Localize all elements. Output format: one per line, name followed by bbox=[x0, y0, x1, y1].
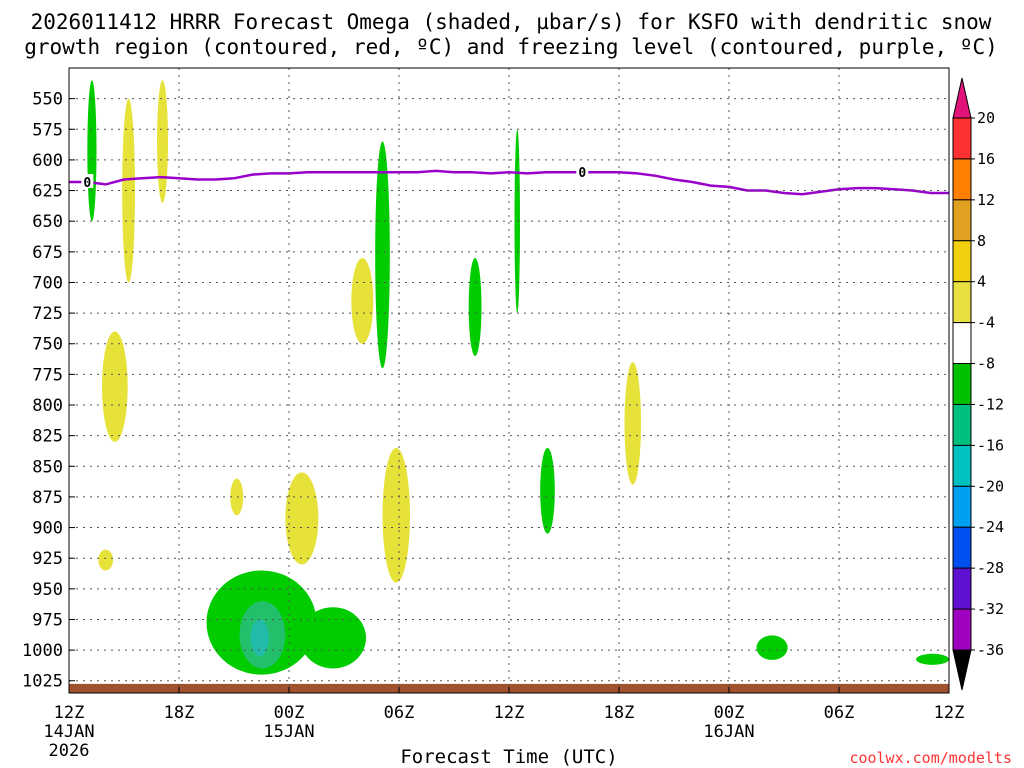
y-tick-label-575: 575 bbox=[32, 120, 63, 140]
freezing-label-bg bbox=[576, 164, 589, 179]
x-tick-label-36: 00Z bbox=[714, 703, 745, 723]
plot-frame bbox=[68, 67, 950, 694]
colorbar-label: -36 bbox=[977, 641, 1004, 659]
colorbar-label: 8 bbox=[977, 232, 986, 250]
y-tick-label-950: 950 bbox=[32, 580, 63, 600]
omega-region-5 bbox=[230, 478, 244, 516]
colorbar-label: -28 bbox=[977, 559, 1004, 577]
colorbar-segment-8 bbox=[952, 444, 972, 487]
y-tick-label-1025: 1025 bbox=[22, 672, 63, 692]
colorbar-segment-4 bbox=[952, 281, 972, 324]
omega-region-2 bbox=[157, 80, 168, 203]
colorbar-bottom-arrow bbox=[952, 649, 972, 691]
omega-region-10 bbox=[468, 257, 482, 356]
y-tick-label-800: 800 bbox=[32, 396, 63, 416]
omega-region-11 bbox=[624, 362, 641, 485]
y-tick-label-750: 750 bbox=[32, 335, 63, 355]
omega-region-18 bbox=[756, 635, 788, 660]
colorbar-segment-5 bbox=[952, 322, 972, 365]
plot-area: 00 bbox=[69, 68, 949, 693]
colorbar-segment-3 bbox=[952, 240, 972, 283]
omega-region-9 bbox=[375, 141, 390, 369]
plot-background bbox=[69, 68, 949, 693]
colorbar-label: 20 bbox=[977, 109, 995, 127]
omega-region-3 bbox=[102, 331, 128, 442]
y-tick-label-1000: 1000 bbox=[22, 641, 63, 661]
x-tick-year-0: 2026 bbox=[49, 741, 90, 761]
x-tick-label-12: 00Z bbox=[274, 703, 305, 723]
colorbar-segment-1 bbox=[952, 158, 972, 201]
x-tick-label-30: 18Z bbox=[604, 703, 635, 723]
colorbar-label: -32 bbox=[977, 600, 1004, 618]
colorbar-label: -24 bbox=[977, 518, 1004, 536]
colorbar-segment-12 bbox=[952, 608, 972, 651]
omega-region-16 bbox=[250, 619, 269, 657]
colorbar-label: -12 bbox=[977, 395, 1004, 413]
y-tick-label-700: 700 bbox=[32, 273, 63, 293]
colorbar-label: 16 bbox=[977, 150, 995, 168]
omega-region-19 bbox=[916, 653, 949, 665]
y-tick-label-775: 775 bbox=[32, 365, 63, 385]
colorbar-label: -4 bbox=[977, 314, 995, 332]
colorbar-segment-2 bbox=[952, 199, 972, 242]
axes: 550 575 600 625 650 675 700 725 750 775 800 825 850 8… bbox=[22, 67, 965, 761]
freezing-level-label: 0 bbox=[578, 166, 586, 181]
omega-region-7 bbox=[351, 257, 374, 344]
colorbar-segment-9 bbox=[952, 485, 972, 528]
colorbar-segment-0 bbox=[952, 117, 972, 160]
y-tick-label-550: 550 bbox=[32, 90, 63, 110]
x-tick-sublabel-36: 16JAN bbox=[703, 722, 754, 742]
colorbar: 20 16 12 8 4 -4 -8 -12 -16 -20 -24 -28 -32 -36 bbox=[952, 77, 1004, 691]
chart-title-line2: growth region (contoured, red, ºC) and f… bbox=[24, 35, 998, 59]
y-tick-label-600: 600 bbox=[32, 151, 63, 171]
colorbar-segment-7 bbox=[952, 403, 972, 446]
omega-region-17 bbox=[300, 607, 366, 669]
colorbar-segment-10 bbox=[952, 526, 972, 569]
freezing-level-label: 0 bbox=[83, 176, 91, 191]
x-tick-label-18: 06Z bbox=[384, 703, 415, 723]
y-tick-label-675: 675 bbox=[32, 243, 63, 263]
y-tick-label-875: 875 bbox=[32, 488, 63, 508]
y-tick-label-975: 975 bbox=[32, 610, 63, 630]
omega-region-13 bbox=[540, 447, 555, 534]
colorbar-segment-6 bbox=[952, 363, 972, 405]
omega-region-8 bbox=[382, 447, 410, 583]
x-tick-label-48: 12Z bbox=[934, 703, 965, 723]
colorbar-label: -16 bbox=[977, 436, 1004, 454]
y-tick-label-650: 650 bbox=[32, 212, 63, 232]
x-tick-label-0: 12Z bbox=[54, 703, 85, 723]
colorbar-top-arrow bbox=[952, 77, 972, 119]
freezing-label-bg bbox=[81, 173, 94, 188]
freezing-level-contour bbox=[69, 169, 949, 196]
colorbar-label: 4 bbox=[977, 273, 986, 291]
y-tick-label-925: 925 bbox=[32, 549, 63, 569]
x-tick-sublabel-12: 15JAN bbox=[263, 722, 314, 742]
omega-region-0 bbox=[87, 80, 97, 222]
omega-region-4 bbox=[98, 549, 113, 571]
colorbar-label: -20 bbox=[977, 477, 1004, 495]
omega-region-1 bbox=[122, 98, 135, 283]
x-tick-sublabel-0: 14JAN bbox=[43, 722, 94, 742]
credit-link[interactable]: coolwx.com/modelts bbox=[849, 749, 1012, 767]
x-tick-label-42: 06Z bbox=[824, 703, 855, 723]
y-tick-label-625: 625 bbox=[32, 182, 63, 202]
colorbar-segment-11 bbox=[952, 567, 972, 610]
y-tick-label-725: 725 bbox=[32, 304, 63, 324]
y-tick-label-850: 850 bbox=[32, 457, 63, 477]
x-axis-label: Forecast Time (UTC) bbox=[400, 746, 617, 768]
x-tick-label-24: 12Z bbox=[494, 703, 525, 723]
y-tick-label-900: 900 bbox=[32, 519, 63, 539]
chart-title-line1: 2026011412 HRRR Forecast Omega (shaded, … bbox=[31, 10, 992, 34]
y-tick-label-825: 825 bbox=[32, 427, 63, 447]
colorbar-label: -8 bbox=[977, 355, 995, 373]
x-tick-label-6: 18Z bbox=[164, 703, 195, 723]
colorbar-label: 12 bbox=[977, 191, 995, 209]
omega-region-6 bbox=[285, 472, 319, 565]
